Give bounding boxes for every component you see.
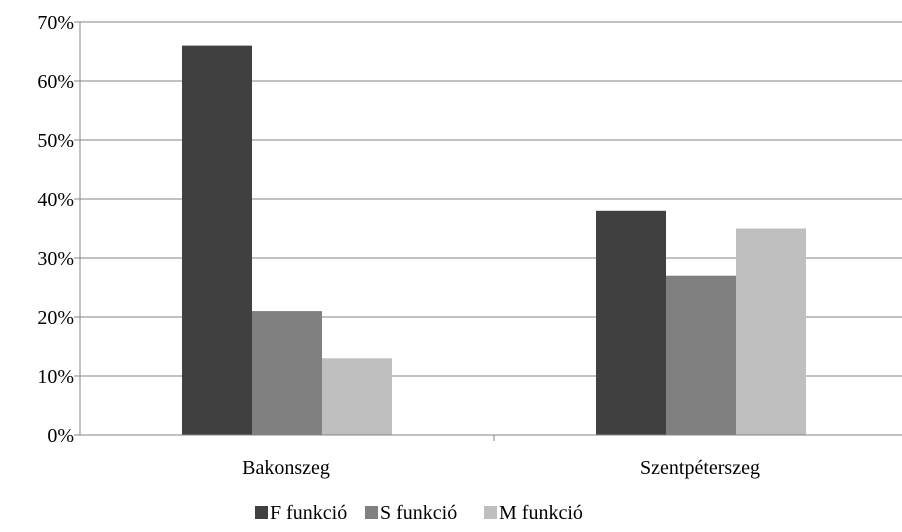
bar-3-1 [322, 358, 392, 435]
legend-label: M funkció [499, 502, 583, 524]
y-tick-label: 20% [37, 307, 74, 329]
legend-swatch [255, 506, 268, 519]
legend: F funkció S funkció M funkció [255, 502, 583, 524]
legend-swatch [484, 506, 497, 519]
bar-3-2 [736, 228, 806, 435]
bar-1-1 [182, 45, 252, 435]
y-tick-label: 50% [37, 130, 74, 152]
bar-2-2 [666, 275, 736, 435]
y-tick-label: 40% [37, 189, 74, 211]
x-axis-ticks: Bakonszeg Szentpéterszeg [242, 435, 760, 479]
bars [182, 45, 806, 435]
y-tick-label: 10% [37, 366, 74, 388]
y-tick-label: 0% [47, 425, 74, 447]
y-axis-ticks: 0% 10% 20% 30% 40% 50% 60% 70% [37, 12, 80, 447]
y-tick-label: 60% [37, 71, 74, 93]
x-category-label: Bakonszeg [242, 457, 330, 479]
legend-label: S funkció [380, 502, 457, 524]
y-tick-label: 30% [37, 248, 74, 270]
y-tick-label: 70% [37, 12, 74, 34]
x-category-label: Szentpéterszeg [640, 457, 760, 479]
legend-label: F funkció [270, 502, 347, 524]
legend-swatch [365, 506, 378, 519]
bar-1-2 [596, 210, 666, 435]
bar-2-1 [252, 311, 322, 435]
